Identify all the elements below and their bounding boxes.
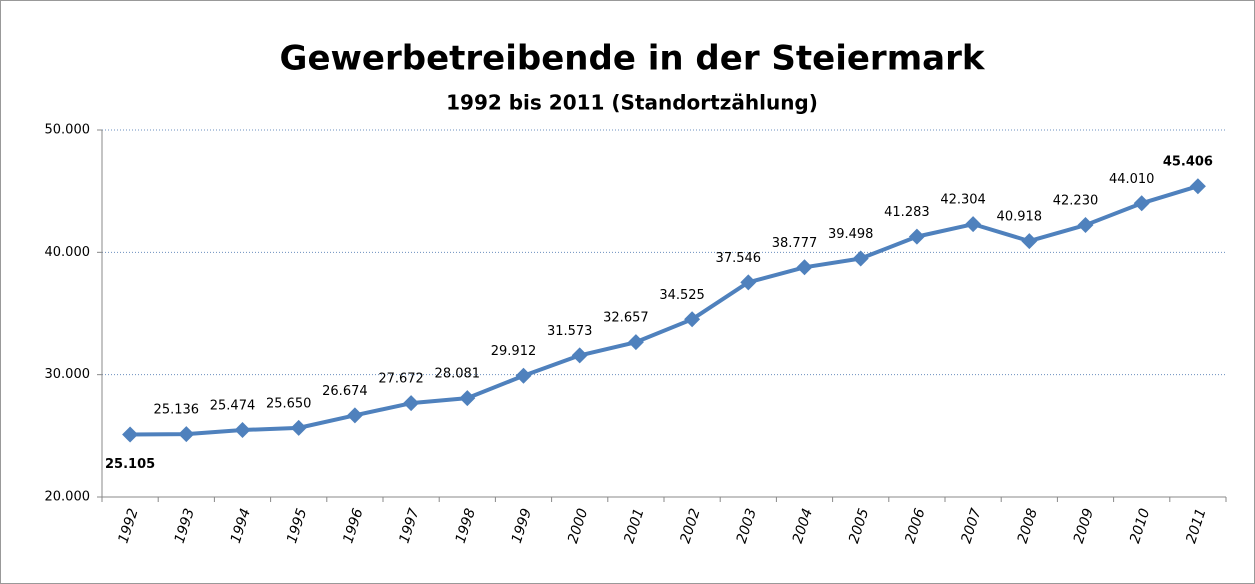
marker (965, 216, 982, 233)
data-label: 31.573 (547, 324, 593, 339)
marker (346, 407, 363, 424)
marker (684, 311, 701, 328)
data-label: 34.525 (659, 288, 705, 303)
data-label: 26.674 (322, 384, 368, 399)
marker (1077, 217, 1094, 234)
marker (290, 419, 307, 436)
marker (571, 347, 588, 364)
marker (1021, 233, 1038, 250)
data-label: 38.777 (772, 236, 818, 251)
chart-subtitle: 1992 bis 2011 (Standortzählung) (446, 91, 818, 115)
marker (403, 395, 420, 412)
data-label: 29.912 (491, 344, 537, 359)
marker (852, 250, 869, 267)
marker (515, 367, 532, 384)
data-label: 25.474 (210, 399, 256, 414)
marker (234, 422, 251, 439)
data-label: 44.010 (1109, 172, 1155, 187)
marker (1189, 178, 1206, 195)
data-label: 25.105 (105, 457, 155, 472)
y-tick-label: 50.000 (45, 123, 91, 138)
data-label: 41.283 (884, 205, 930, 220)
data-label: 27.672 (378, 372, 424, 387)
marker (796, 259, 813, 276)
marker (908, 228, 925, 245)
data-label: 25.136 (154, 403, 200, 418)
chart-title: Gewerbetreibende in der Steiermark (280, 39, 986, 79)
data-label: 28.081 (435, 367, 481, 382)
y-tick-label: 40.000 (45, 245, 91, 260)
data-label: 42.304 (940, 193, 986, 208)
marker (740, 274, 757, 291)
data-label: 32.657 (603, 311, 649, 326)
data-label: 25.650 (266, 396, 312, 411)
data-label: 45.406 (1163, 155, 1213, 170)
y-tick-label: 20.000 (45, 490, 91, 505)
marker (627, 334, 644, 351)
marker (459, 390, 476, 407)
marker (1133, 195, 1150, 212)
y-tick-label: 30.000 (45, 367, 91, 382)
data-label: 39.498 (828, 227, 874, 242)
data-label: 37.546 (716, 251, 762, 266)
data-label: 40.918 (997, 210, 1043, 225)
data-label: 42.230 (1053, 194, 1099, 209)
marker (122, 426, 139, 443)
line (130, 184, 1199, 437)
marker (178, 426, 195, 443)
